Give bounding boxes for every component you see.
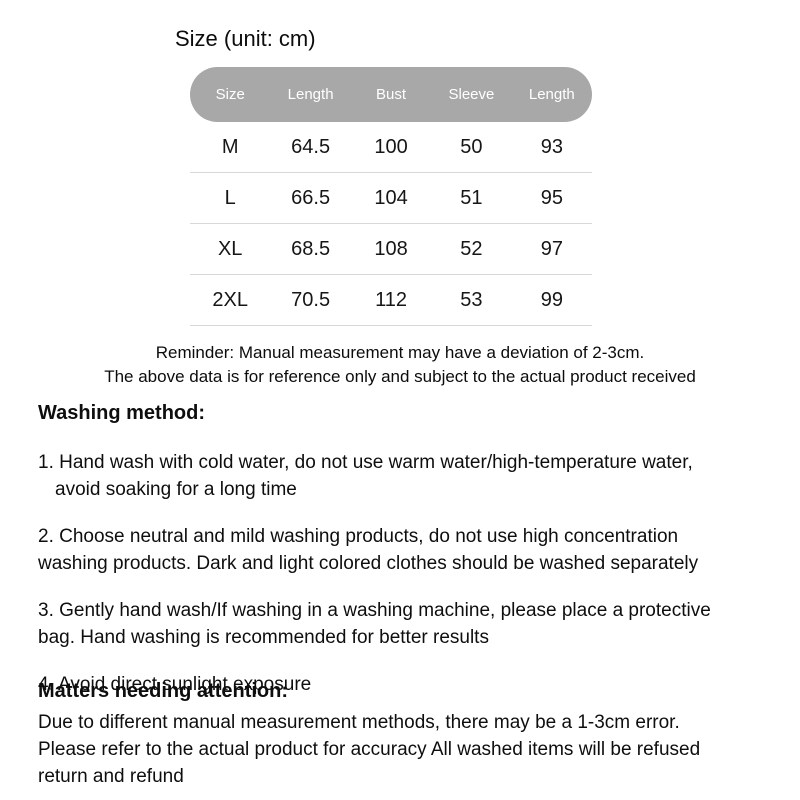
attention-line: Due to different manual measurement meth… bbox=[38, 712, 680, 733]
attention-section: Matters needing attention: Due to differ… bbox=[38, 679, 778, 790]
size-table-header-row: Size Length Bust Sleeve Length bbox=[190, 67, 592, 122]
washing-instruction-4: 4. Avoid direct sunlight exposure bbox=[38, 671, 778, 698]
washing-instruction-2: 2. Choose neutral and mild washing produ… bbox=[38, 523, 778, 577]
table-row: XL 68.5 108 52 97 bbox=[190, 224, 592, 275]
table-cell: 95 bbox=[540, 186, 563, 209]
instruction-line: 2. Choose neutral and mild washing produ… bbox=[38, 526, 679, 547]
attention-line: Please refer to the actual product for a… bbox=[38, 739, 701, 760]
instruction-line: 3. Gently hand wash/If washing in a wash… bbox=[38, 600, 711, 621]
table-cell: XL bbox=[217, 237, 243, 260]
washing-instruction-1: 1. Hand wash with cold water, do not use… bbox=[38, 449, 778, 503]
washing-method-section: Washing method: 1. Hand wash with cold w… bbox=[38, 401, 778, 698]
washing-instruction-3: 3. Gently hand wash/If washing in a wash… bbox=[38, 597, 778, 651]
attention-heading: Matters needing attention: bbox=[38, 680, 289, 702]
table-row: L 66.5 104 51 95 bbox=[190, 173, 592, 224]
table-cell: 66.5 bbox=[291, 186, 331, 209]
instruction-line: 1. Hand wash with cold water, do not use… bbox=[38, 452, 693, 473]
measurement-reminder: Reminder: Manual measurement may have a … bbox=[0, 341, 800, 389]
size-table-header-cell: Length bbox=[287, 86, 334, 103]
table-cell: 100 bbox=[374, 135, 408, 158]
size-table-header-cell: Length bbox=[528, 86, 575, 103]
size-table-header-cell: Bust bbox=[376, 86, 407, 103]
size-table-header-cell: Sleeve bbox=[448, 86, 495, 103]
attention-line: return and refund bbox=[38, 766, 184, 787]
instruction-line: 4. Avoid direct sunlight exposure bbox=[38, 674, 312, 695]
size-chart-title: Size (unit: cm) bbox=[175, 26, 316, 51]
table-cell: 108 bbox=[374, 237, 408, 260]
table-cell: 52 bbox=[460, 237, 483, 260]
instruction-line: washing products. Dark and light colored… bbox=[38, 553, 699, 574]
table-cell: 2XL bbox=[212, 288, 248, 311]
washing-method-heading: Washing method: bbox=[38, 402, 206, 424]
table-cell: 51 bbox=[460, 186, 483, 209]
table-cell: 64.5 bbox=[291, 135, 331, 158]
table-cell: 53 bbox=[460, 288, 483, 311]
reminder-line: Reminder: Manual measurement may have a … bbox=[155, 343, 645, 362]
table-cell: L bbox=[224, 186, 236, 209]
size-chart-table: Size Length Bust Sleeve Length M 64.5 10… bbox=[190, 67, 592, 326]
reminder-line: The above data is for reference only and… bbox=[104, 367, 696, 386]
table-row: 2XL 70.5 112 53 99 bbox=[190, 275, 592, 326]
table-cell: M bbox=[221, 135, 239, 158]
instruction-line: avoid soaking for a long time bbox=[55, 479, 297, 500]
table-row: M 64.5 100 50 93 bbox=[190, 122, 592, 173]
table-cell: 97 bbox=[540, 237, 563, 260]
instruction-line: bag. Hand washing is recommended for bet… bbox=[38, 627, 489, 648]
table-cell: 93 bbox=[540, 135, 563, 158]
table-cell: 68.5 bbox=[291, 237, 331, 260]
table-cell: 50 bbox=[460, 135, 483, 158]
table-cell: 99 bbox=[540, 288, 563, 311]
table-cell: 70.5 bbox=[291, 288, 331, 311]
table-cell: 112 bbox=[375, 288, 407, 311]
size-table-header-cell: Size bbox=[215, 86, 245, 103]
table-cell: 104 bbox=[374, 186, 408, 209]
